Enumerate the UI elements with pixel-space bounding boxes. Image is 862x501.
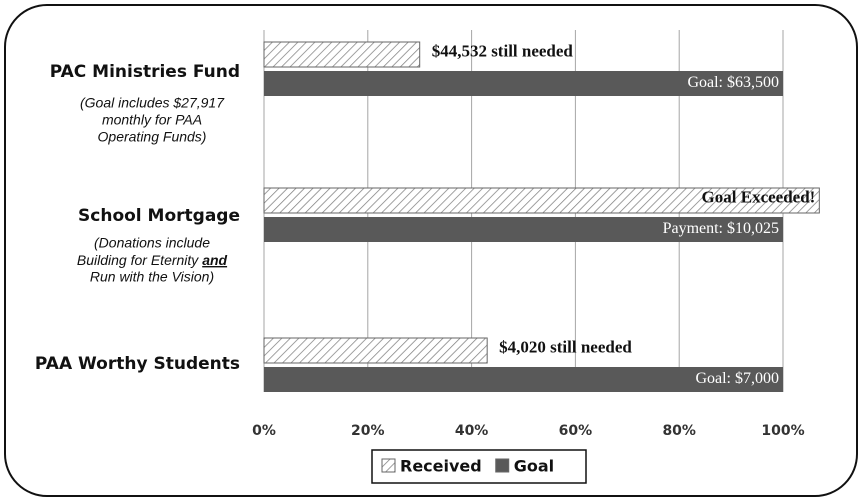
bar bbox=[264, 217, 783, 242]
x-tick-label: 100% bbox=[761, 423, 804, 439]
bar-annotation: $44,532 still needed bbox=[432, 41, 574, 60]
x-tick-label: 40% bbox=[455, 423, 489, 439]
category-note: (Goal includes $27,917 bbox=[80, 95, 225, 111]
note-segment: Building for Eternity bbox=[77, 252, 202, 268]
note-segment: and bbox=[202, 252, 227, 268]
bar bbox=[263, 337, 488, 364]
category-label: PAA Worthy Students bbox=[35, 354, 240, 374]
bar bbox=[264, 367, 783, 392]
bar-annotation: Goal: $7,000 bbox=[695, 370, 779, 387]
category-note: Run with the Vision) bbox=[90, 269, 214, 285]
bar-annotation: Goal Exceeded! bbox=[702, 187, 816, 206]
x-tick-label: 60% bbox=[559, 423, 593, 439]
category-note: (Donations include bbox=[94, 235, 210, 251]
category-note: monthly for PAA bbox=[102, 112, 202, 128]
x-tick-label: 20% bbox=[351, 423, 385, 439]
bar bbox=[264, 71, 783, 96]
bar bbox=[263, 187, 820, 214]
category-note: Building for Eternity and bbox=[77, 252, 228, 268]
bar bbox=[263, 41, 421, 68]
bar-annotation: Goal: $63,500 bbox=[687, 74, 779, 91]
bar-annotation: $4,020 still needed bbox=[499, 337, 632, 356]
legend-swatch bbox=[495, 458, 510, 473]
category-note: Operating Funds) bbox=[98, 129, 207, 145]
category-label: PAC Ministries Fund bbox=[50, 62, 240, 82]
category-label: School Mortgage bbox=[78, 206, 240, 226]
legend-box bbox=[371, 449, 587, 484]
x-tick-label: 0% bbox=[252, 423, 276, 439]
bar-annotation: Payment: $10,025 bbox=[663, 220, 779, 237]
legend-label: Goal bbox=[514, 457, 554, 476]
legend-label: Received bbox=[400, 457, 482, 476]
x-tick-label: 80% bbox=[662, 423, 696, 439]
legend-swatch bbox=[381, 458, 396, 473]
